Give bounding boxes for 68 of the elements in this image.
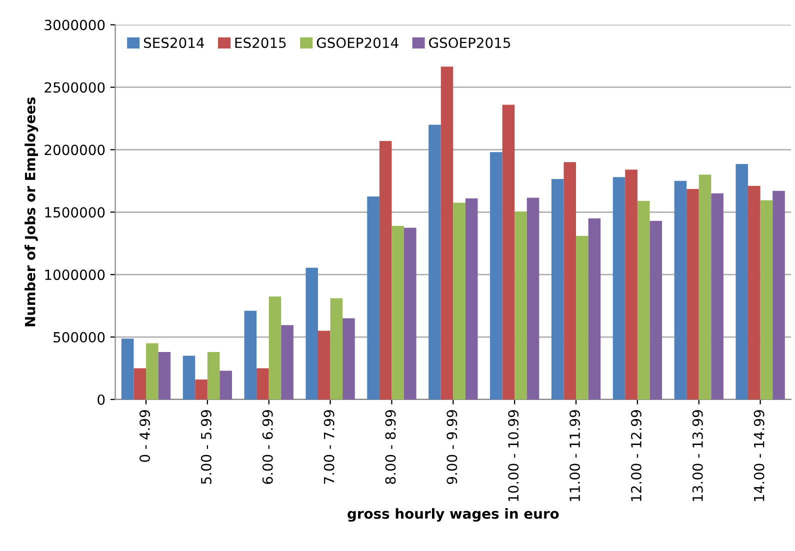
bar	[244, 310, 257, 400]
legend-label: SES2014	[144, 38, 204, 48]
bar	[404, 228, 416, 400]
bar	[318, 330, 330, 400]
bar	[637, 200, 650, 400]
bar	[711, 193, 724, 400]
y-axis-title: Number of Jobs or Employees	[24, 97, 38, 326]
bar	[674, 180, 687, 400]
bar	[428, 124, 441, 400]
bar	[281, 325, 294, 400]
bar	[612, 177, 626, 400]
bar	[306, 268, 318, 400]
bar	[465, 198, 478, 400]
bar	[256, 368, 269, 400]
bar	[121, 338, 134, 400]
bar	[379, 140, 392, 400]
bar	[551, 179, 564, 400]
y-tick-label: 500000	[54, 332, 105, 343]
x-axis-title: gross hourly wages in euro	[348, 508, 559, 522]
bar	[490, 152, 502, 400]
x-tick-label: 14.00 - 14.99	[754, 410, 764, 502]
y-tick-label: 1500000	[45, 207, 105, 218]
bar	[576, 236, 588, 400]
bar	[330, 298, 343, 400]
bar	[514, 212, 527, 400]
bar	[182, 356, 196, 400]
x-tick-label: 5.00 - 5.99	[200, 410, 212, 484]
x-tick-label: 7.00 - 7.99	[324, 410, 334, 484]
x-tick-label: 8.00 - 8.99	[385, 410, 396, 484]
bar	[625, 170, 638, 400]
bar	[146, 343, 158, 400]
bar	[195, 379, 208, 400]
x-tick-label: 13.00 - 13.99	[692, 410, 703, 502]
bar	[158, 352, 171, 400]
bar	[760, 200, 773, 400]
bar	[342, 318, 355, 400]
y-tick-label: 3000000	[44, 20, 105, 30]
x-tick-label: 9.00 - 9.99	[446, 410, 458, 484]
bar	[772, 190, 785, 400]
x-tick-label: 10.00 - 10.99	[508, 410, 519, 502]
legend-label: GSOEP2014	[316, 38, 398, 48]
y-tick-label: 1000000	[45, 270, 105, 280]
bar	[748, 186, 760, 400]
bar	[220, 370, 232, 400]
bar	[392, 226, 404, 400]
x-tick-label: 11.00 - 11.99	[570, 410, 580, 502]
y-tick-label: 2500000	[44, 82, 105, 93]
bar	[268, 296, 282, 400]
y-tick-label: 0	[98, 394, 105, 405]
bar	[698, 174, 712, 400]
bar	[686, 189, 699, 400]
bar	[207, 352, 220, 400]
bar	[736, 164, 748, 400]
bar	[367, 196, 380, 400]
x-tick-label: 12.00 - 12.99	[630, 410, 642, 502]
legend-label: ES2015	[235, 38, 286, 48]
bar	[564, 162, 576, 400]
bar	[650, 220, 662, 400]
y-tick-label: 2000000	[44, 144, 105, 156]
bar	[440, 66, 454, 400]
bar	[588, 218, 601, 400]
legend-label: GSOEP2015	[429, 38, 510, 48]
bar	[134, 368, 146, 400]
bar	[453, 202, 466, 400]
bar	[526, 198, 540, 400]
x-tick-label: 0 - 4.99	[140, 410, 150, 462]
x-tick-label: 6.00 - 6.99	[262, 410, 273, 484]
bar	[502, 104, 515, 400]
